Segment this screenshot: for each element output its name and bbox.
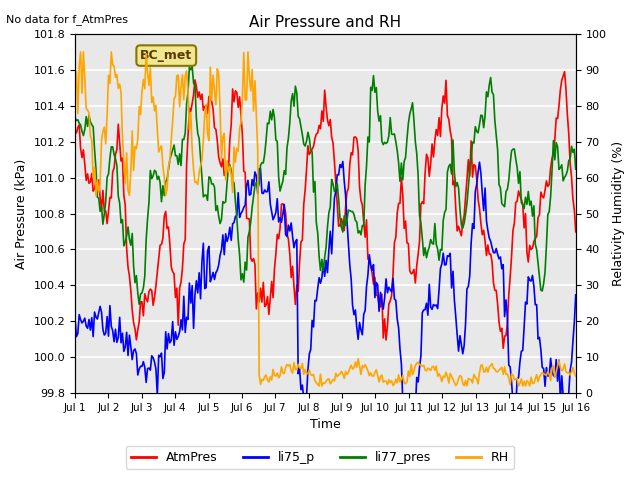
li77_pres [240,279,248,285]
AtmPres [545,181,553,187]
li75_p [407,457,415,463]
Text: No data for f_AtmPres: No data for f_AtmPres [6,14,129,25]
li75_p [246,192,253,198]
RH [547,378,554,384]
li77_pres [71,115,79,120]
li77_pres [248,204,256,210]
AtmPres [71,127,79,133]
RH [222,177,230,183]
AtmPres [561,69,568,74]
RH [247,88,255,94]
li77_pres [132,273,140,278]
AtmPres [237,113,245,119]
Line: li77_pres: li77_pres [75,67,576,304]
li75_p [71,316,79,322]
li75_p [290,245,298,251]
li77_pres [547,194,554,200]
RH [71,89,79,95]
Line: RH: RH [75,52,576,386]
li77_pres [188,64,196,70]
Line: AtmPres: AtmPres [75,72,576,348]
li75_p [237,210,245,216]
li75_p [547,355,554,361]
Text: BC_met: BC_met [140,49,193,62]
RH [572,373,580,379]
li77_pres [135,301,143,307]
Legend: AtmPres, li75_p, li77_pres, RH: AtmPres, li75_p, li77_pres, RH [126,446,514,469]
Line: li75_p: li75_p [75,162,576,460]
AtmPres [290,284,298,289]
li77_pres [293,90,301,96]
Y-axis label: Air Pressure (kPa): Air Pressure (kPa) [15,158,28,269]
RH [292,367,300,372]
AtmPres [132,337,140,343]
X-axis label: Time: Time [310,419,340,432]
AtmPres [499,346,507,351]
li75_p [339,159,347,165]
li75_p [572,292,580,298]
RH [316,383,323,389]
AtmPres [220,172,228,178]
li75_p [132,351,140,357]
RH [77,49,84,55]
RH [134,136,141,142]
li75_p [220,252,228,258]
li77_pres [572,166,580,172]
li77_pres [223,180,231,186]
Title: Air Pressure and RH: Air Pressure and RH [250,15,401,30]
Y-axis label: Relativity Humidity (%): Relativity Humidity (%) [612,141,625,286]
RH [239,94,246,100]
AtmPres [246,216,253,222]
AtmPres [572,229,580,235]
